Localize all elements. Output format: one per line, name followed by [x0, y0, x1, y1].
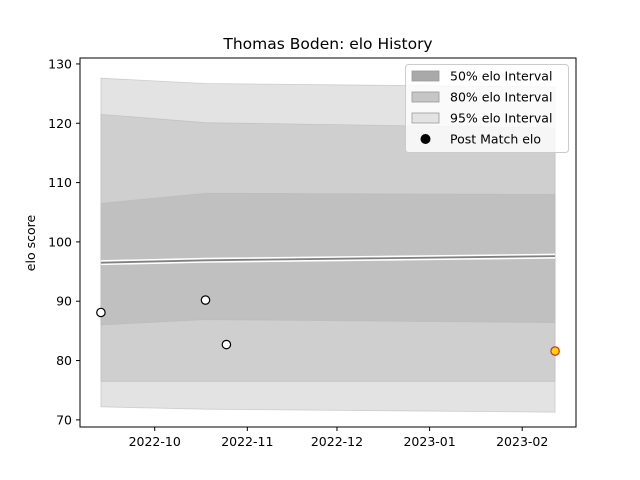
post-match-points [96, 295, 560, 356]
y-tick-label: 100 [48, 234, 72, 249]
legend-box [405, 64, 569, 153]
x-tick-label: 2023-01 [403, 434, 455, 449]
mean-line [100, 255, 556, 264]
y-tick-label: 90 [56, 294, 72, 309]
legend-swatch-3 [411, 112, 440, 124]
legend-swatch-2 [411, 91, 440, 103]
mean-elo-line [100, 253, 556, 266]
plot-area [96, 77, 560, 413]
x-tick-label: 2022-10 [129, 434, 181, 449]
legend-label-1: 50% elo Interval [450, 69, 552, 84]
y-axis: 70 80 90 100 110 120 130 [48, 56, 80, 427]
y-tick-label: 120 [48, 116, 72, 131]
data-point-3 [221, 339, 232, 350]
legend-swatch-1 [411, 70, 440, 82]
data-point-4 [550, 346, 560, 356]
y-tick-label: 70 [56, 412, 72, 427]
x-tick-label: 2022-12 [311, 434, 363, 449]
legend-label-3: 95% elo Interval [450, 111, 552, 126]
legend: 50% elo Interval 80% elo Interval 95% elo … [405, 64, 569, 153]
axes-frame [79, 57, 577, 428]
x-axis: 2022-10 2022-11 2022-12 2023-01 2023-02 [129, 427, 548, 449]
x-tick-label: 2022-11 [221, 434, 273, 449]
legend-label-2: 80% elo Interval [450, 90, 552, 105]
y-tick-label: 130 [48, 56, 72, 71]
x-tick-label: 2023-02 [496, 434, 548, 449]
data-point-1 [96, 307, 106, 318]
legend-label-4: Post Match elo [450, 132, 541, 147]
y-axis-label: elo score [23, 215, 38, 272]
data-point-2 [200, 295, 211, 305]
y-tick-label: 110 [48, 175, 72, 190]
y-tick-label: 80 [56, 353, 72, 368]
legend-marker-4 [420, 134, 431, 144]
chart-title: Thomas Boden: elo History [222, 35, 432, 53]
